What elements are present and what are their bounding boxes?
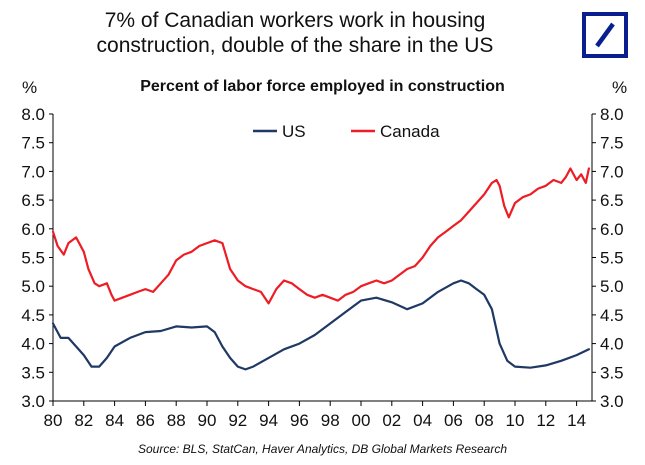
y-tick-label-left: 3.5 <box>21 363 45 382</box>
x-tick-label: 96 <box>290 411 309 430</box>
series-line-canada <box>51 167 591 305</box>
y-tick-label-left: 4.5 <box>21 306 45 325</box>
y-tick-label-right: 6.0 <box>600 220 624 239</box>
y-tick-label-right: 7.0 <box>600 162 624 181</box>
x-tick-label: 94 <box>259 411 278 430</box>
y-tick-label-left: 7.0 <box>21 162 45 181</box>
y-tick-label-right: 4.5 <box>600 306 624 325</box>
y-tick-label-left: 3.0 <box>21 392 45 411</box>
x-tick-label: 04 <box>413 411 432 430</box>
x-tick-label: 02 <box>382 411 401 430</box>
chart-title: 7% of Canadian workers work in housing c… <box>0 8 590 58</box>
series-line-us <box>51 279 591 371</box>
y-tick-label-left: 5.0 <box>21 277 45 296</box>
x-tick-label: 08 <box>475 411 494 430</box>
chart-title-line-1: 7% of Canadian workers work in housing <box>104 9 486 32</box>
deutsche-bank-logo-icon <box>582 12 628 58</box>
y-tick-label-right: 6.5 <box>600 191 624 210</box>
y-tick-label-left: 4.0 <box>21 335 45 354</box>
chart-title-line-2: construction, double of the share in the… <box>96 34 494 57</box>
y-tick-label-left: 8.0 <box>21 105 45 124</box>
x-tick-label: 86 <box>136 411 155 430</box>
y-tick-label-right: 3.0 <box>600 392 624 411</box>
source-note: Source: BLS, StatCan, Haver Analytics, D… <box>137 442 508 456</box>
y-tick-label-right: 4.0 <box>600 335 624 354</box>
y-tick-label-right: 8.0 <box>600 105 624 124</box>
legend-label-canada: Canada <box>380 122 440 141</box>
y-tick-label-left: 6.0 <box>21 220 45 239</box>
y-tick-label-right: 5.0 <box>600 277 624 296</box>
x-tick-label: 10 <box>506 411 525 430</box>
x-tick-label: 88 <box>167 411 186 430</box>
chart-subtitle: Percent of labor force employed in const… <box>140 78 505 95</box>
x-tick-label: 12 <box>536 411 555 430</box>
x-tick-label: 06 <box>444 411 463 430</box>
x-tick-label: 14 <box>567 411 586 430</box>
y-tick-label-left: 5.5 <box>21 249 45 268</box>
y-axis-unit-right: % <box>612 78 628 97</box>
y-tick-label-right: 3.5 <box>600 363 624 382</box>
y-tick-label-left: 7.5 <box>21 134 45 153</box>
x-tick-label: 90 <box>198 411 217 430</box>
x-tick-label: 98 <box>321 411 340 430</box>
x-tick-label: 00 <box>352 411 371 430</box>
y-tick-label-right: 5.5 <box>600 249 624 268</box>
y-tick-label-left: 6.5 <box>21 191 45 210</box>
x-tick-label: 82 <box>74 411 93 430</box>
legend-label-us: US <box>282 122 306 141</box>
y-axis-unit-left: % <box>22 78 38 97</box>
x-tick-label: 92 <box>228 411 247 430</box>
y-tick-label-right: 7.5 <box>600 134 624 153</box>
x-tick-label: 84 <box>105 411 124 430</box>
x-tick-label: 80 <box>44 411 63 430</box>
